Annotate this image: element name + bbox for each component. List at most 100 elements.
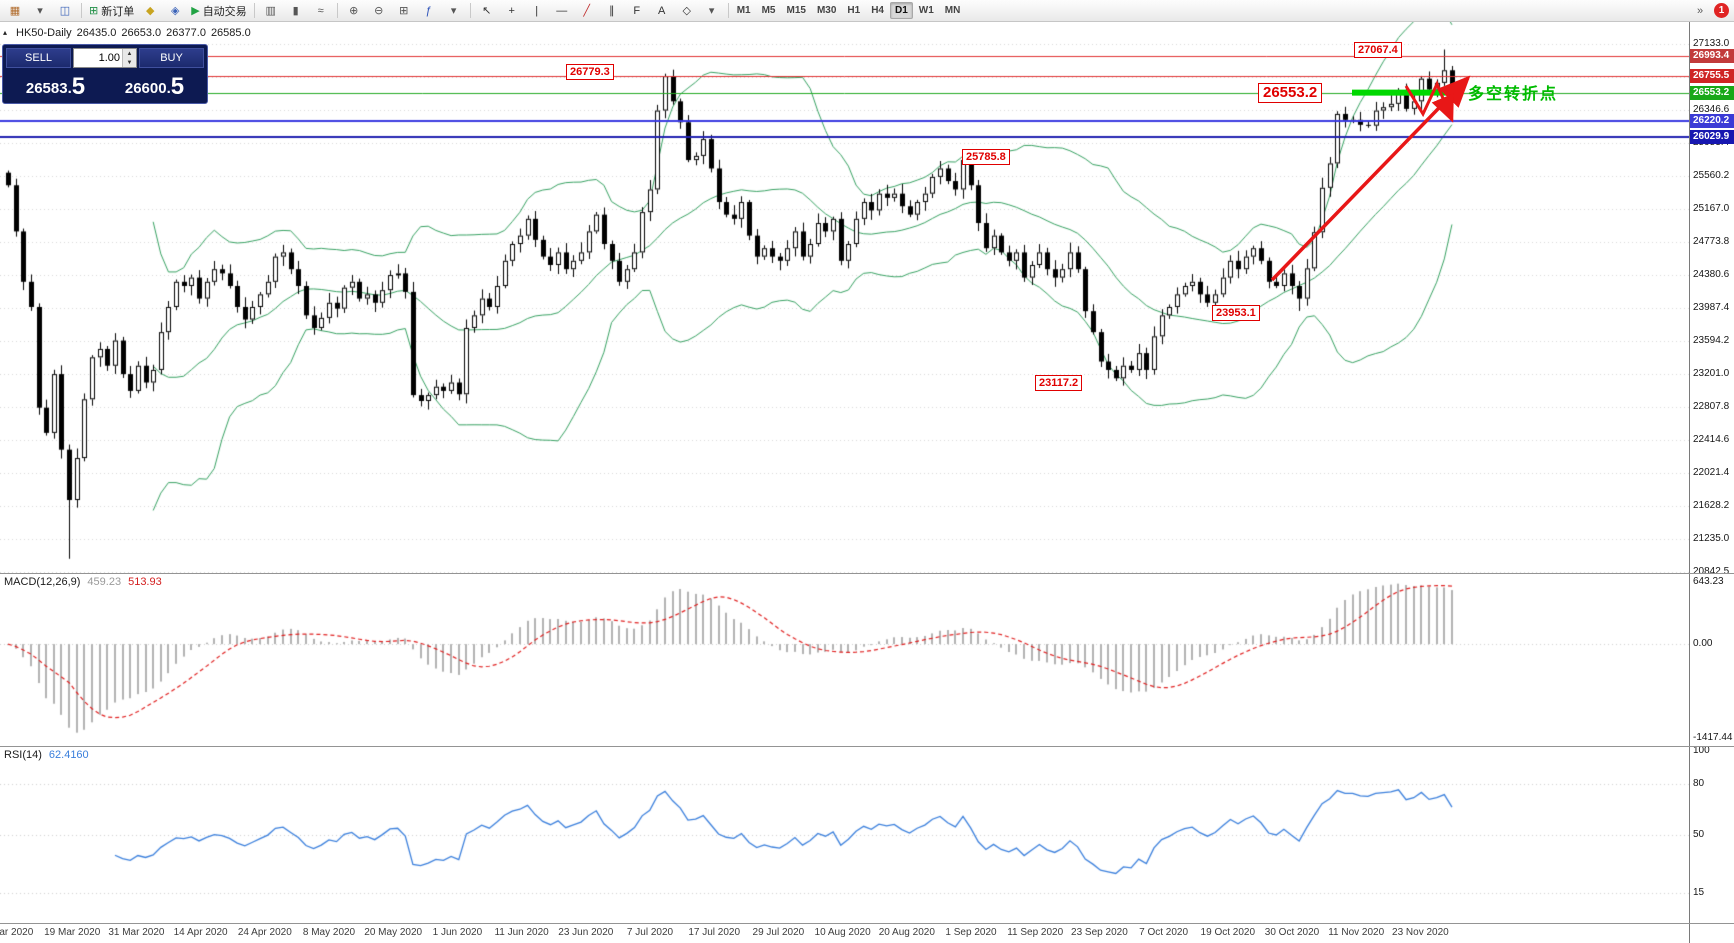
main-chart-canvas[interactable]	[0, 22, 1689, 573]
macd-tick-label: 0.00	[1693, 638, 1713, 649]
toolbar-separator	[469, 3, 471, 18]
price-callout[interactable]: 27067.4	[1354, 42, 1402, 58]
horizontal-line-icon: —	[556, 4, 568, 17]
rsi-label: RSI(14) 62.4160	[4, 749, 89, 761]
price-callout[interactable]: 26553.2	[1258, 83, 1323, 103]
rsi-name: RSI(14)	[4, 749, 42, 761]
volume-up-icon[interactable]: ▲	[123, 49, 136, 58]
line-chart-icon[interactable]: ≈	[309, 1, 333, 21]
macd-tick-label: -1417.44	[1693, 732, 1733, 743]
timeframe-w1[interactable]: W1	[918, 5, 934, 16]
timeframe-m5[interactable]: M5	[761, 5, 776, 16]
trendline-icon: ╱	[583, 5, 590, 17]
new-order-button-label: 新订单	[101, 5, 135, 18]
timeframe-m1[interactable]: M1	[736, 5, 751, 16]
price-tick-label: 25167.0	[1693, 203, 1730, 214]
autotrade-button-label: 自动交易	[202, 5, 247, 18]
rsi-canvas[interactable]	[0, 747, 1689, 923]
buy-header[interactable]: BUY	[139, 48, 204, 68]
date-label: 14 Apr 2020	[173, 927, 228, 938]
turning-point-note[interactable]: 多空转折点	[1468, 86, 1559, 103]
new-chart-icon[interactable]: ▦	[3, 1, 27, 21]
indicators-dropdown-icon[interactable]: ▾	[442, 1, 466, 21]
new-order-button[interactable]: ⊞ 新订单	[86, 1, 137, 21]
buy-price-button[interactable]: 26600. 5	[105, 70, 204, 100]
metaeditor-icon[interactable]: ◆	[138, 1, 162, 21]
bid-price: 26583.	[25, 80, 72, 97]
pane-separator[interactable]	[0, 746, 1734, 747]
date-label: 10 Aug 2020	[814, 927, 871, 938]
market-watch-icon[interactable]: ◈	[163, 1, 187, 21]
price-axis[interactable]: 27133.026739.826346.625953.425560.225167…	[1689, 22, 1734, 943]
autotrade-button: ▶	[191, 5, 200, 17]
chart-list-dropdown-icon[interactable]: ▾	[28, 1, 52, 21]
time-axis[interactable]: 9 Mar 2020 19 Mar 2020 31 Mar 2020 14 Apr 2…	[0, 924, 1689, 943]
timeframe-m15[interactable]: M15	[786, 5, 806, 16]
new-chart-icon: ▦	[9, 5, 21, 17]
price-level-tag: 26553.2	[1690, 86, 1734, 100]
bar-chart-icon[interactable]: ▥	[259, 1, 283, 21]
timeframe-m30[interactable]: M30	[816, 5, 837, 16]
pane-separator[interactable]	[0, 923, 1734, 924]
price-callout[interactable]: 26779.3	[566, 64, 614, 80]
price-tick-label: 23594.2	[1693, 335, 1730, 346]
pane-separator[interactable]	[0, 573, 1734, 574]
channel-icon: ∥	[608, 5, 615, 17]
date-label: 8 May 2020	[302, 927, 356, 938]
sell-header[interactable]: SELL	[6, 48, 71, 68]
volume-down-icon[interactable]: ▼	[123, 58, 136, 67]
sell-price-button[interactable]: 26583. 5	[6, 70, 105, 100]
line-chart-icon: ≈	[317, 4, 324, 17]
toolbar-overflow-icon[interactable]: »	[1688, 1, 1712, 21]
timeframe-mn[interactable]: MN	[944, 5, 961, 16]
toolbar: ▦ ▾ ◫ ⊞ 新订单 ◆ ◈ ▶ 自动交易 ▥ ▮ ≈ ⊕ ⊖ ⊞ ƒ ▾ ↖ + | — ╱ ∥ F A ◇ ▾ M1 M5 M15…	[0, 0, 1734, 22]
cursor-icon[interactable]: ↖	[475, 1, 499, 21]
candle-chart-icon[interactable]: ▮	[284, 1, 308, 21]
date-label: 11 Nov 2020	[1328, 927, 1385, 938]
tile-windows-icon[interactable]: ⊞	[392, 1, 416, 21]
timeframe-d1[interactable]: D1	[890, 2, 913, 19]
autotrade-button[interactable]: ▶ 自动交易	[188, 1, 249, 21]
date-label: 17 Jul 2020	[688, 927, 741, 938]
vertical-line-icon[interactable]: |	[525, 1, 549, 21]
date-label: 20 May 2020	[364, 927, 423, 938]
zoom-in-icon[interactable]: ⊕	[342, 1, 366, 21]
toolbar-separator	[253, 3, 255, 18]
crosshair-icon[interactable]: +	[500, 1, 524, 21]
price-tick-label: 21235.0	[1693, 533, 1730, 544]
text-tool-icon[interactable]: A	[650, 1, 674, 21]
notifications-badge[interactable]: 1	[1714, 3, 1729, 18]
price-tick-label: 23201.0	[1693, 368, 1730, 379]
price-tick-label: 25560.2	[1693, 170, 1730, 181]
text-tool-icon: A	[658, 4, 666, 17]
profiles-icon[interactable]: ◫	[53, 1, 77, 21]
arrows-tool-icon[interactable]: ◇	[675, 1, 699, 21]
horizontal-line-icon[interactable]: —	[550, 1, 574, 21]
rsi-tick-label: 100	[1693, 745, 1710, 756]
fibonacci-icon[interactable]: F	[625, 1, 649, 21]
date-label: 7 Jul 2020	[626, 927, 674, 938]
zoom-out-icon[interactable]: ⊖	[367, 1, 391, 21]
trendline-icon[interactable]: ╱	[575, 1, 599, 21]
price-tick-label: 21628.2	[1693, 500, 1730, 511]
timeframe-buttons: M1 M5 M15 M30 H1 H4 D1 W1 MN	[732, 2, 966, 19]
toolbar-buttons: ▦ ▾ ◫ ⊞ 新订单 ◆ ◈ ▶ 自动交易 ▥ ▮ ≈ ⊕ ⊖ ⊞ ƒ ▾ ↖ + | — ╱ ∥ F A ◇ ▾	[3, 1, 732, 21]
price-tick-label: 24773.8	[1693, 236, 1730, 247]
timeframe-h1[interactable]: H1	[847, 5, 861, 16]
date-label: 7 Oct 2020	[1139, 927, 1189, 938]
price-level-tag: 26220.2	[1690, 114, 1734, 128]
price-callout[interactable]: 23117.2	[1035, 375, 1083, 391]
one-click-toggle-icon[interactable]: ▴	[3, 28, 8, 37]
price-callout[interactable]: 23953.1	[1212, 305, 1260, 321]
shapes-dropdown-icon[interactable]: ▾	[700, 1, 724, 21]
macd-canvas[interactable]	[0, 574, 1689, 746]
ohlc-close: 26585.0	[210, 27, 251, 39]
toolbar-separator	[81, 3, 82, 18]
channel-icon[interactable]: ∥	[600, 1, 624, 21]
price-level-tag: 26993.4	[1690, 49, 1734, 63]
price-callout[interactable]: 25785.8	[962, 149, 1010, 165]
timeframe-h4[interactable]: H4	[871, 5, 884, 16]
indicators-icon[interactable]: ƒ	[417, 1, 441, 21]
volume-input[interactable]	[74, 49, 122, 67]
date-label: 29 Jul 2020	[752, 927, 805, 938]
